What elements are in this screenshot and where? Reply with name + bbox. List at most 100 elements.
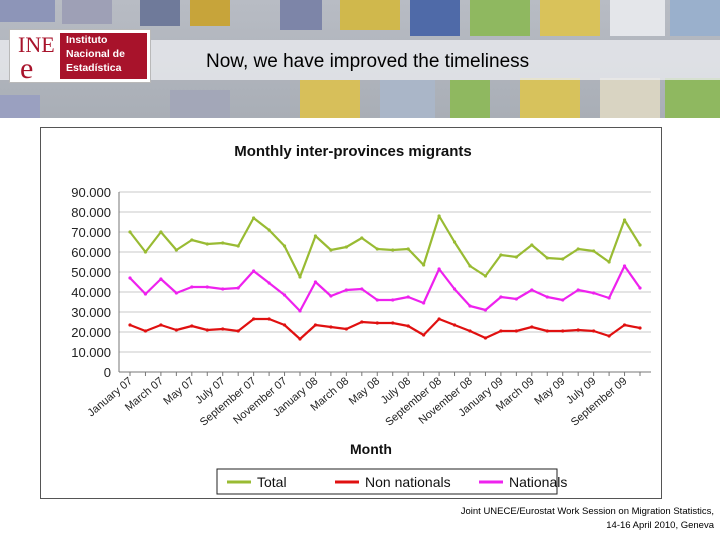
data-point (375, 247, 379, 251)
data-point (190, 324, 194, 328)
data-point (360, 320, 364, 324)
data-point (561, 298, 565, 302)
data-point (514, 255, 518, 259)
window-pane (300, 80, 360, 118)
ine-logo-name: Instituto Nacional de Estadística (60, 33, 147, 79)
x-tick-label: May 09 (532, 375, 567, 407)
data-point (128, 323, 132, 327)
data-point (437, 214, 441, 218)
chart-legend: Total Non nationals Nationals (216, 468, 567, 495)
data-point (638, 243, 642, 247)
data-point (313, 323, 318, 327)
data-point (514, 297, 518, 301)
data-point (561, 257, 565, 261)
window-pane (280, 0, 322, 30)
y-tick-label: 80.000 (71, 205, 111, 220)
window-pane (140, 0, 180, 26)
data-point (282, 323, 287, 327)
y-tick-label: 0 (104, 365, 111, 380)
data-point (638, 326, 642, 330)
window-pane (62, 0, 112, 24)
data-point (422, 333, 426, 337)
data-point (514, 329, 518, 333)
data-point (375, 321, 379, 325)
series-line-total (129, 214, 641, 279)
data-point (329, 294, 333, 298)
data-point (282, 293, 287, 297)
ine-logo-e-glyph: e (20, 52, 33, 82)
series-line-nationals (129, 264, 641, 313)
y-tick-label: 70.000 (71, 225, 111, 240)
x-tick-label: September 09 (569, 375, 630, 429)
data-point (128, 276, 132, 280)
series-layer (128, 214, 642, 341)
data-point (174, 328, 178, 332)
data-point (437, 267, 441, 271)
data-point (267, 317, 271, 321)
line-chart: Monthly inter-provinces migrants 0 10.000… (71, 143, 651, 495)
data-point (530, 243, 534, 247)
series-line-non-nationals (129, 317, 641, 341)
data-point (452, 323, 457, 327)
data-point (267, 228, 271, 232)
data-point (592, 291, 596, 295)
data-point (576, 288, 580, 292)
data-point (236, 286, 240, 290)
data-point (483, 274, 488, 278)
data-point (267, 281, 271, 285)
window-pane (600, 78, 660, 118)
legend-label: Nationals (509, 474, 567, 490)
data-point (252, 216, 256, 220)
window-pane (380, 80, 435, 118)
window-pane (450, 80, 490, 118)
page-title: Now, we have improved the timeliness (206, 51, 530, 72)
y-tick-label: 20.000 (71, 325, 111, 340)
y-axis-ticks: 0 10.000 20.000 30.000 40.000 50.000 60.000 70.… (71, 185, 111, 380)
footer-note: Joint UNECE/Eurostat Work Session on Mig… (461, 505, 714, 533)
data-point (205, 242, 209, 246)
x-tick-label: May 07 (161, 375, 196, 407)
x-tick-label: January 07 (86, 375, 135, 419)
data-point (221, 287, 225, 291)
data-point (360, 287, 364, 291)
data-point (143, 250, 148, 254)
data-point (190, 285, 194, 289)
data-point (190, 238, 194, 242)
data-point (391, 298, 395, 302)
chart-title: Monthly inter-provinces migrants (234, 143, 472, 160)
data-point (344, 245, 348, 249)
ine-logo-line: Nacional de (66, 48, 125, 60)
ine-logo-mark-text: INE (18, 32, 55, 57)
data-point (344, 327, 348, 331)
y-tick-label: 30.000 (71, 305, 111, 320)
data-point (159, 323, 163, 327)
data-point (452, 240, 457, 244)
data-point (391, 248, 395, 252)
data-point (483, 336, 488, 340)
window-pane (470, 0, 530, 36)
window-pane (410, 0, 460, 36)
data-point (622, 218, 627, 222)
ine-logo-line: Estadística (66, 62, 122, 74)
data-point (174, 291, 178, 295)
data-point (344, 288, 348, 292)
data-point (437, 317, 441, 321)
window-pane (670, 0, 720, 36)
ine-logo-line: Instituto (66, 34, 108, 46)
data-point (422, 301, 426, 305)
window-pane (190, 0, 230, 26)
data-point (252, 317, 256, 321)
data-point (452, 287, 457, 291)
data-point (499, 253, 503, 257)
data-point (561, 329, 565, 333)
data-point (329, 248, 333, 252)
data-point (483, 308, 488, 312)
footer-line: Joint UNECE/Eurostat Work Session on Mig… (460, 506, 714, 517)
ine-logo[interactable]: INE e Instituto Nacional de Estadística (9, 29, 151, 83)
data-point (530, 288, 534, 292)
data-point (468, 264, 472, 268)
data-point (592, 329, 596, 333)
data-point (205, 328, 209, 332)
data-point (298, 275, 302, 279)
data-point (576, 328, 580, 332)
